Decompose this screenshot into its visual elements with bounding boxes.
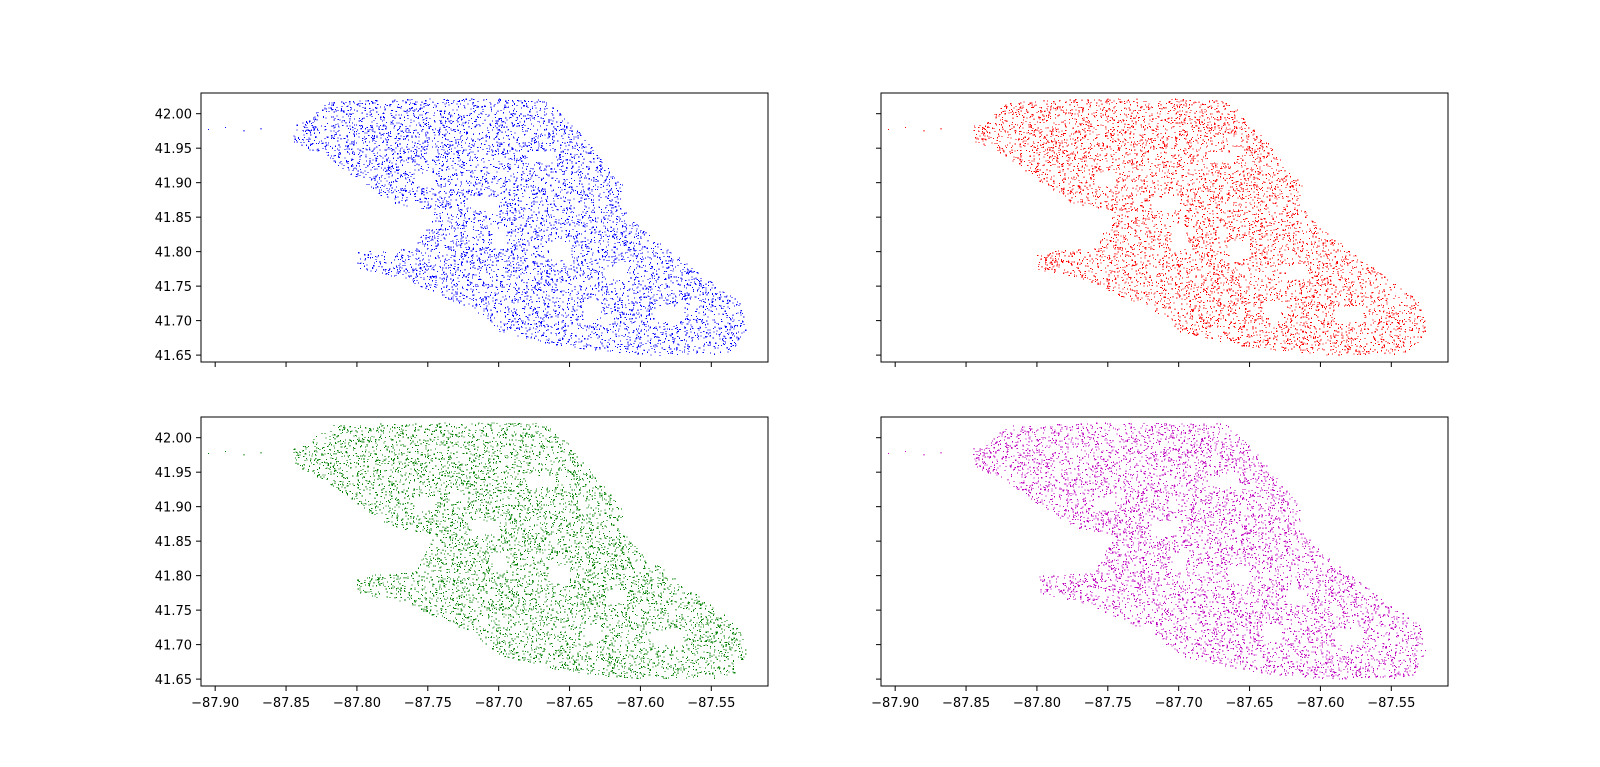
x-tick-label: −87.65	[545, 696, 593, 711]
x-tick-label: −87.90	[191, 696, 239, 711]
y-tick-label: 42.00	[155, 432, 192, 447]
y-tick-label: 41.85	[155, 211, 192, 226]
x-tick-label: −87.75	[1084, 696, 1132, 711]
y-tick-label: 41.85	[155, 535, 192, 550]
x-tick-label: −87.55	[1367, 696, 1415, 711]
y-tick-label: 41.95	[155, 142, 192, 157]
scatter-points-series	[208, 98, 747, 356]
y-tick-label: 41.65	[155, 673, 192, 688]
scatter-panel-magenta: −87.90 −87.85 −87.80 −87.75 −87.70 −87.65 −87.…	[871, 416, 1449, 711]
y-tick-label: 41.80	[155, 570, 192, 585]
x-tick-label: −87.85	[262, 696, 310, 711]
x-tick-label: −87.80	[333, 696, 381, 711]
y-tick-label: 41.70	[155, 639, 192, 654]
y-tick-label: 41.95	[155, 466, 192, 481]
scatter-panel-blue: 42.00 41.95 41.90 41.85 41.80 41.75 41.70 41.65	[155, 92, 769, 367]
x-tick-label: −87.85	[942, 696, 990, 711]
x-tick-label: −87.55	[687, 696, 735, 711]
x-tick-label: −87.60	[616, 696, 664, 711]
x-tick-label: −87.80	[1013, 696, 1061, 711]
x-tick-label: −87.90	[871, 696, 919, 711]
scatter-points-series	[208, 422, 747, 680]
y-tick-label: 41.65	[155, 349, 192, 364]
scatter-points-series	[888, 98, 1426, 356]
y-tick-label: 41.75	[155, 280, 192, 295]
x-tick-label: −87.70	[1155, 696, 1203, 711]
y-tick-label: 41.90	[155, 177, 192, 192]
x-tick-label: −87.75	[404, 696, 452, 711]
axes-frame	[200, 92, 769, 363]
axes-frame	[880, 416, 1449, 687]
y-tick-label: 41.70	[155, 315, 192, 330]
scatter-panel-green: −87.90 −87.85 −87.80 −87.75 −87.70 −87.65 −87.…	[155, 416, 769, 711]
scatter-points-series	[888, 422, 1426, 680]
y-tick-label: 41.75	[155, 604, 192, 619]
y-tick-label: 42.00	[155, 108, 192, 123]
axes-frame	[200, 416, 769, 687]
scatter-panel-red	[876, 92, 1449, 367]
axes-frame	[880, 92, 1449, 363]
x-tick-label: −87.65	[1225, 696, 1273, 711]
x-tick-label: −87.60	[1296, 696, 1344, 711]
y-tick-label: 41.90	[155, 501, 192, 516]
y-tick-label: 41.80	[155, 246, 192, 261]
x-tick-label: −87.70	[475, 696, 523, 711]
